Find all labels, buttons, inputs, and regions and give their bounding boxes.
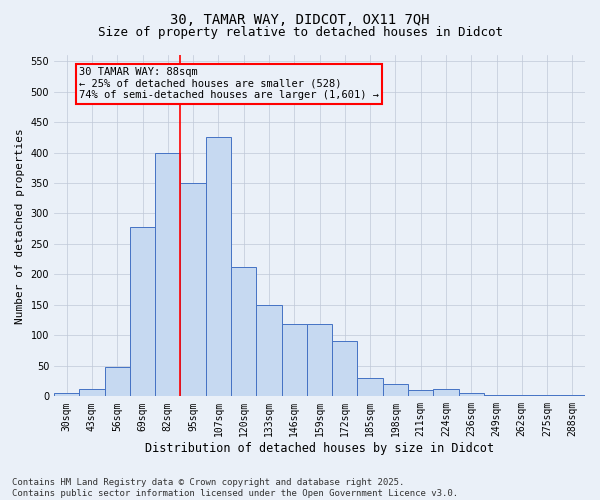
Text: 30 TAMAR WAY: 88sqm
← 25% of detached houses are smaller (528)
74% of semi-detac: 30 TAMAR WAY: 88sqm ← 25% of detached ho… xyxy=(79,67,379,100)
Bar xyxy=(54,394,79,396)
Bar xyxy=(79,389,104,396)
X-axis label: Distribution of detached houses by size in Didcot: Distribution of detached houses by size … xyxy=(145,442,494,455)
Bar xyxy=(458,394,484,396)
Bar xyxy=(155,152,181,396)
Bar xyxy=(181,183,206,396)
Bar xyxy=(231,266,256,396)
Bar xyxy=(104,367,130,396)
Bar xyxy=(433,389,458,396)
Bar xyxy=(206,138,231,396)
Text: 30, TAMAR WAY, DIDCOT, OX11 7QH: 30, TAMAR WAY, DIDCOT, OX11 7QH xyxy=(170,12,430,26)
Bar xyxy=(560,394,585,396)
Bar xyxy=(281,324,307,396)
Bar xyxy=(307,324,332,396)
Bar xyxy=(130,228,155,396)
Y-axis label: Number of detached properties: Number of detached properties xyxy=(15,128,25,324)
Bar xyxy=(484,394,509,396)
Bar xyxy=(383,384,408,396)
Text: Contains HM Land Registry data © Crown copyright and database right 2025.
Contai: Contains HM Land Registry data © Crown c… xyxy=(12,478,458,498)
Bar xyxy=(332,342,358,396)
Bar xyxy=(358,378,383,396)
Bar xyxy=(408,390,433,396)
Bar xyxy=(535,395,560,396)
Bar xyxy=(509,395,535,396)
Bar xyxy=(256,305,281,396)
Text: Size of property relative to detached houses in Didcot: Size of property relative to detached ho… xyxy=(97,26,503,39)
